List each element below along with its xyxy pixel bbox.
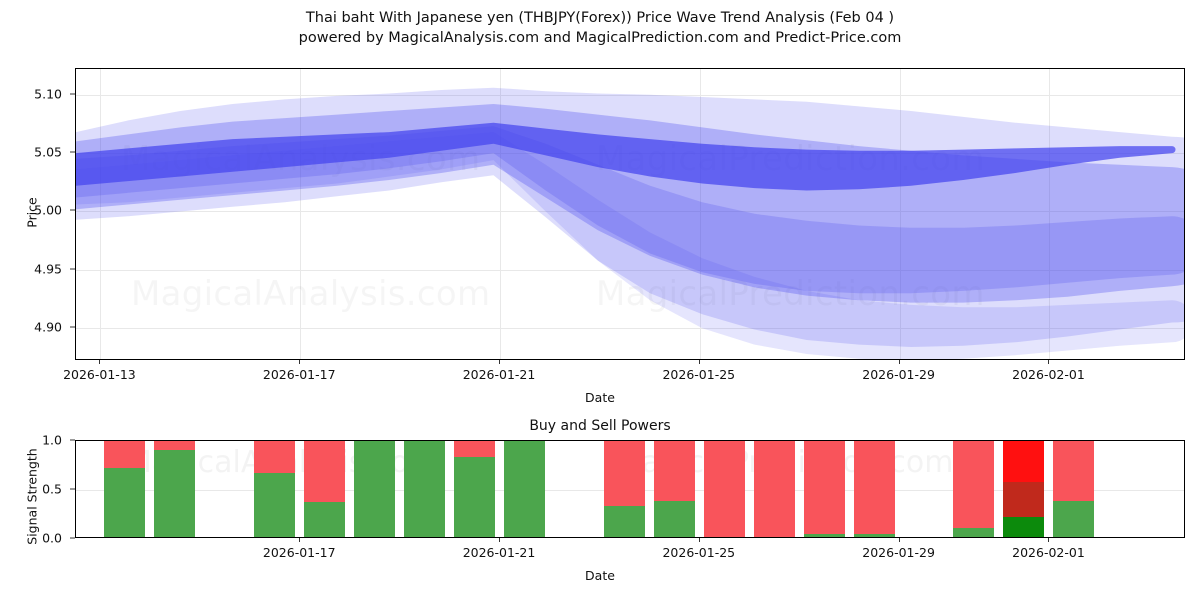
title-line-2: powered by MagicalAnalysis.com and Magic… — [0, 28, 1200, 48]
signal-x-tick-mark — [699, 538, 700, 542]
price-x-tick-mark — [1048, 360, 1049, 364]
price-wave-bands — [76, 69, 1185, 360]
sell-segment — [1003, 482, 1044, 517]
sell-segment — [104, 441, 145, 468]
buy-segment — [304, 502, 345, 538]
price-y-axis-label: Price — [25, 173, 40, 253]
signal-bar — [704, 441, 745, 538]
signal-y-axis-label: Signal Strength — [25, 422, 40, 572]
price-x-tick-label: 2026-01-13 — [63, 367, 136, 382]
signal-y-tick-mark — [70, 538, 75, 539]
price-x-axis-label: Date — [0, 390, 1200, 405]
price-y-tick-mark — [70, 210, 75, 211]
buy-segment — [654, 501, 695, 538]
buy-segment — [804, 534, 845, 538]
price-x-tick-label: 2026-02-01 — [1012, 367, 1085, 382]
buy-segment — [454, 457, 495, 538]
price-x-tick-mark — [899, 360, 900, 364]
title-line-1: Thai baht With Japanese yen (THBJPY(Fore… — [0, 8, 1200, 28]
signal-y-tick-mark — [70, 440, 75, 441]
chart-page: Thai baht With Japanese yen (THBJPY(Fore… — [0, 0, 1200, 600]
sell-segment — [704, 441, 745, 538]
signal-bar — [604, 441, 645, 538]
signal-x-tick-label: 2026-01-25 — [662, 545, 735, 560]
signal-x-tick-label: 2026-01-29 — [862, 545, 935, 560]
sell-segment — [654, 441, 695, 501]
sell-segment — [804, 441, 845, 534]
signal-x-axis-label: Date — [0, 568, 1200, 583]
signal-bar — [504, 441, 545, 538]
signal-bar — [404, 441, 445, 538]
signal-bar — [654, 441, 695, 538]
signal-bar — [354, 441, 395, 538]
signal-bars — [76, 441, 1185, 538]
signal-bar — [953, 441, 994, 538]
sell-segment — [604, 441, 645, 506]
signal-bar — [1053, 441, 1094, 538]
buy-segment — [953, 528, 994, 538]
price-y-tick-label: 4.90 — [0, 320, 62, 335]
sell-segment — [454, 441, 495, 457]
price-y-tick-mark — [70, 268, 75, 269]
buy-segment — [504, 441, 545, 538]
buy-sell-title: Buy and Sell Powers — [0, 418, 1200, 434]
page-title: Thai baht With Japanese yen (THBJPY(Fore… — [0, 8, 1200, 48]
buy-segment — [354, 441, 395, 538]
signal-bar — [104, 441, 145, 538]
buy-segment — [854, 534, 895, 538]
signal-bar — [1003, 441, 1044, 538]
sell-segment — [304, 441, 345, 502]
price-x-tick-mark — [499, 360, 500, 364]
price-y-tick-label: 5.10 — [0, 86, 62, 101]
price-x-tick-label: 2026-01-29 — [862, 367, 935, 382]
price-y-tick-mark — [70, 327, 75, 328]
signal-x-tick-label: 2026-01-17 — [263, 545, 336, 560]
buy-segment — [1003, 517, 1044, 538]
signal-x-tick-mark — [899, 538, 900, 542]
price-y-tick-mark — [70, 93, 75, 94]
price-y-tick-label: 4.95 — [0, 261, 62, 276]
price-y-tick-label: 5.05 — [0, 145, 62, 160]
signal-bar — [754, 441, 795, 538]
buy-segment — [104, 468, 145, 538]
buy-segment — [604, 506, 645, 538]
price-x-tick-mark — [299, 360, 300, 364]
signal-x-tick-mark — [1048, 538, 1049, 542]
sell-segment — [1053, 441, 1094, 501]
signal-bar — [854, 441, 895, 538]
buy-segment — [154, 450, 195, 538]
signal-bar — [304, 441, 345, 538]
signal-bar — [254, 441, 295, 538]
price-x-tick-label: 2026-01-17 — [263, 367, 336, 382]
sell-segment-strong — [1003, 441, 1044, 482]
signal-bar — [454, 441, 495, 538]
price-x-tick-mark — [699, 360, 700, 364]
buy-segment — [1053, 501, 1094, 538]
price-x-tick-mark — [99, 360, 100, 364]
buy-segment — [254, 473, 295, 538]
price-y-tick-mark — [70, 152, 75, 153]
price-x-tick-label: 2026-01-25 — [662, 367, 735, 382]
signal-x-tick-mark — [499, 538, 500, 542]
signal-bar — [154, 441, 195, 538]
sell-segment — [953, 441, 994, 528]
signal-y-tick-mark — [70, 489, 75, 490]
signal-x-tick-mark — [299, 538, 300, 542]
price-x-tick-label: 2026-01-21 — [463, 367, 536, 382]
sell-segment — [854, 441, 895, 534]
buy-sell-plot: MagicalAnalysis.com MagicalPrediction.co… — [75, 440, 1185, 538]
buy-segment — [404, 441, 445, 538]
signal-x-tick-label: 2026-02-01 — [1012, 545, 1085, 560]
sell-segment — [254, 441, 295, 473]
signal-bar — [804, 441, 845, 538]
price-wave-plot: MagicalAnalysis.com MagicalPrediction.co… — [75, 68, 1185, 360]
sell-segment — [754, 441, 795, 538]
sell-segment — [154, 441, 195, 450]
signal-x-tick-label: 2026-01-21 — [463, 545, 536, 560]
